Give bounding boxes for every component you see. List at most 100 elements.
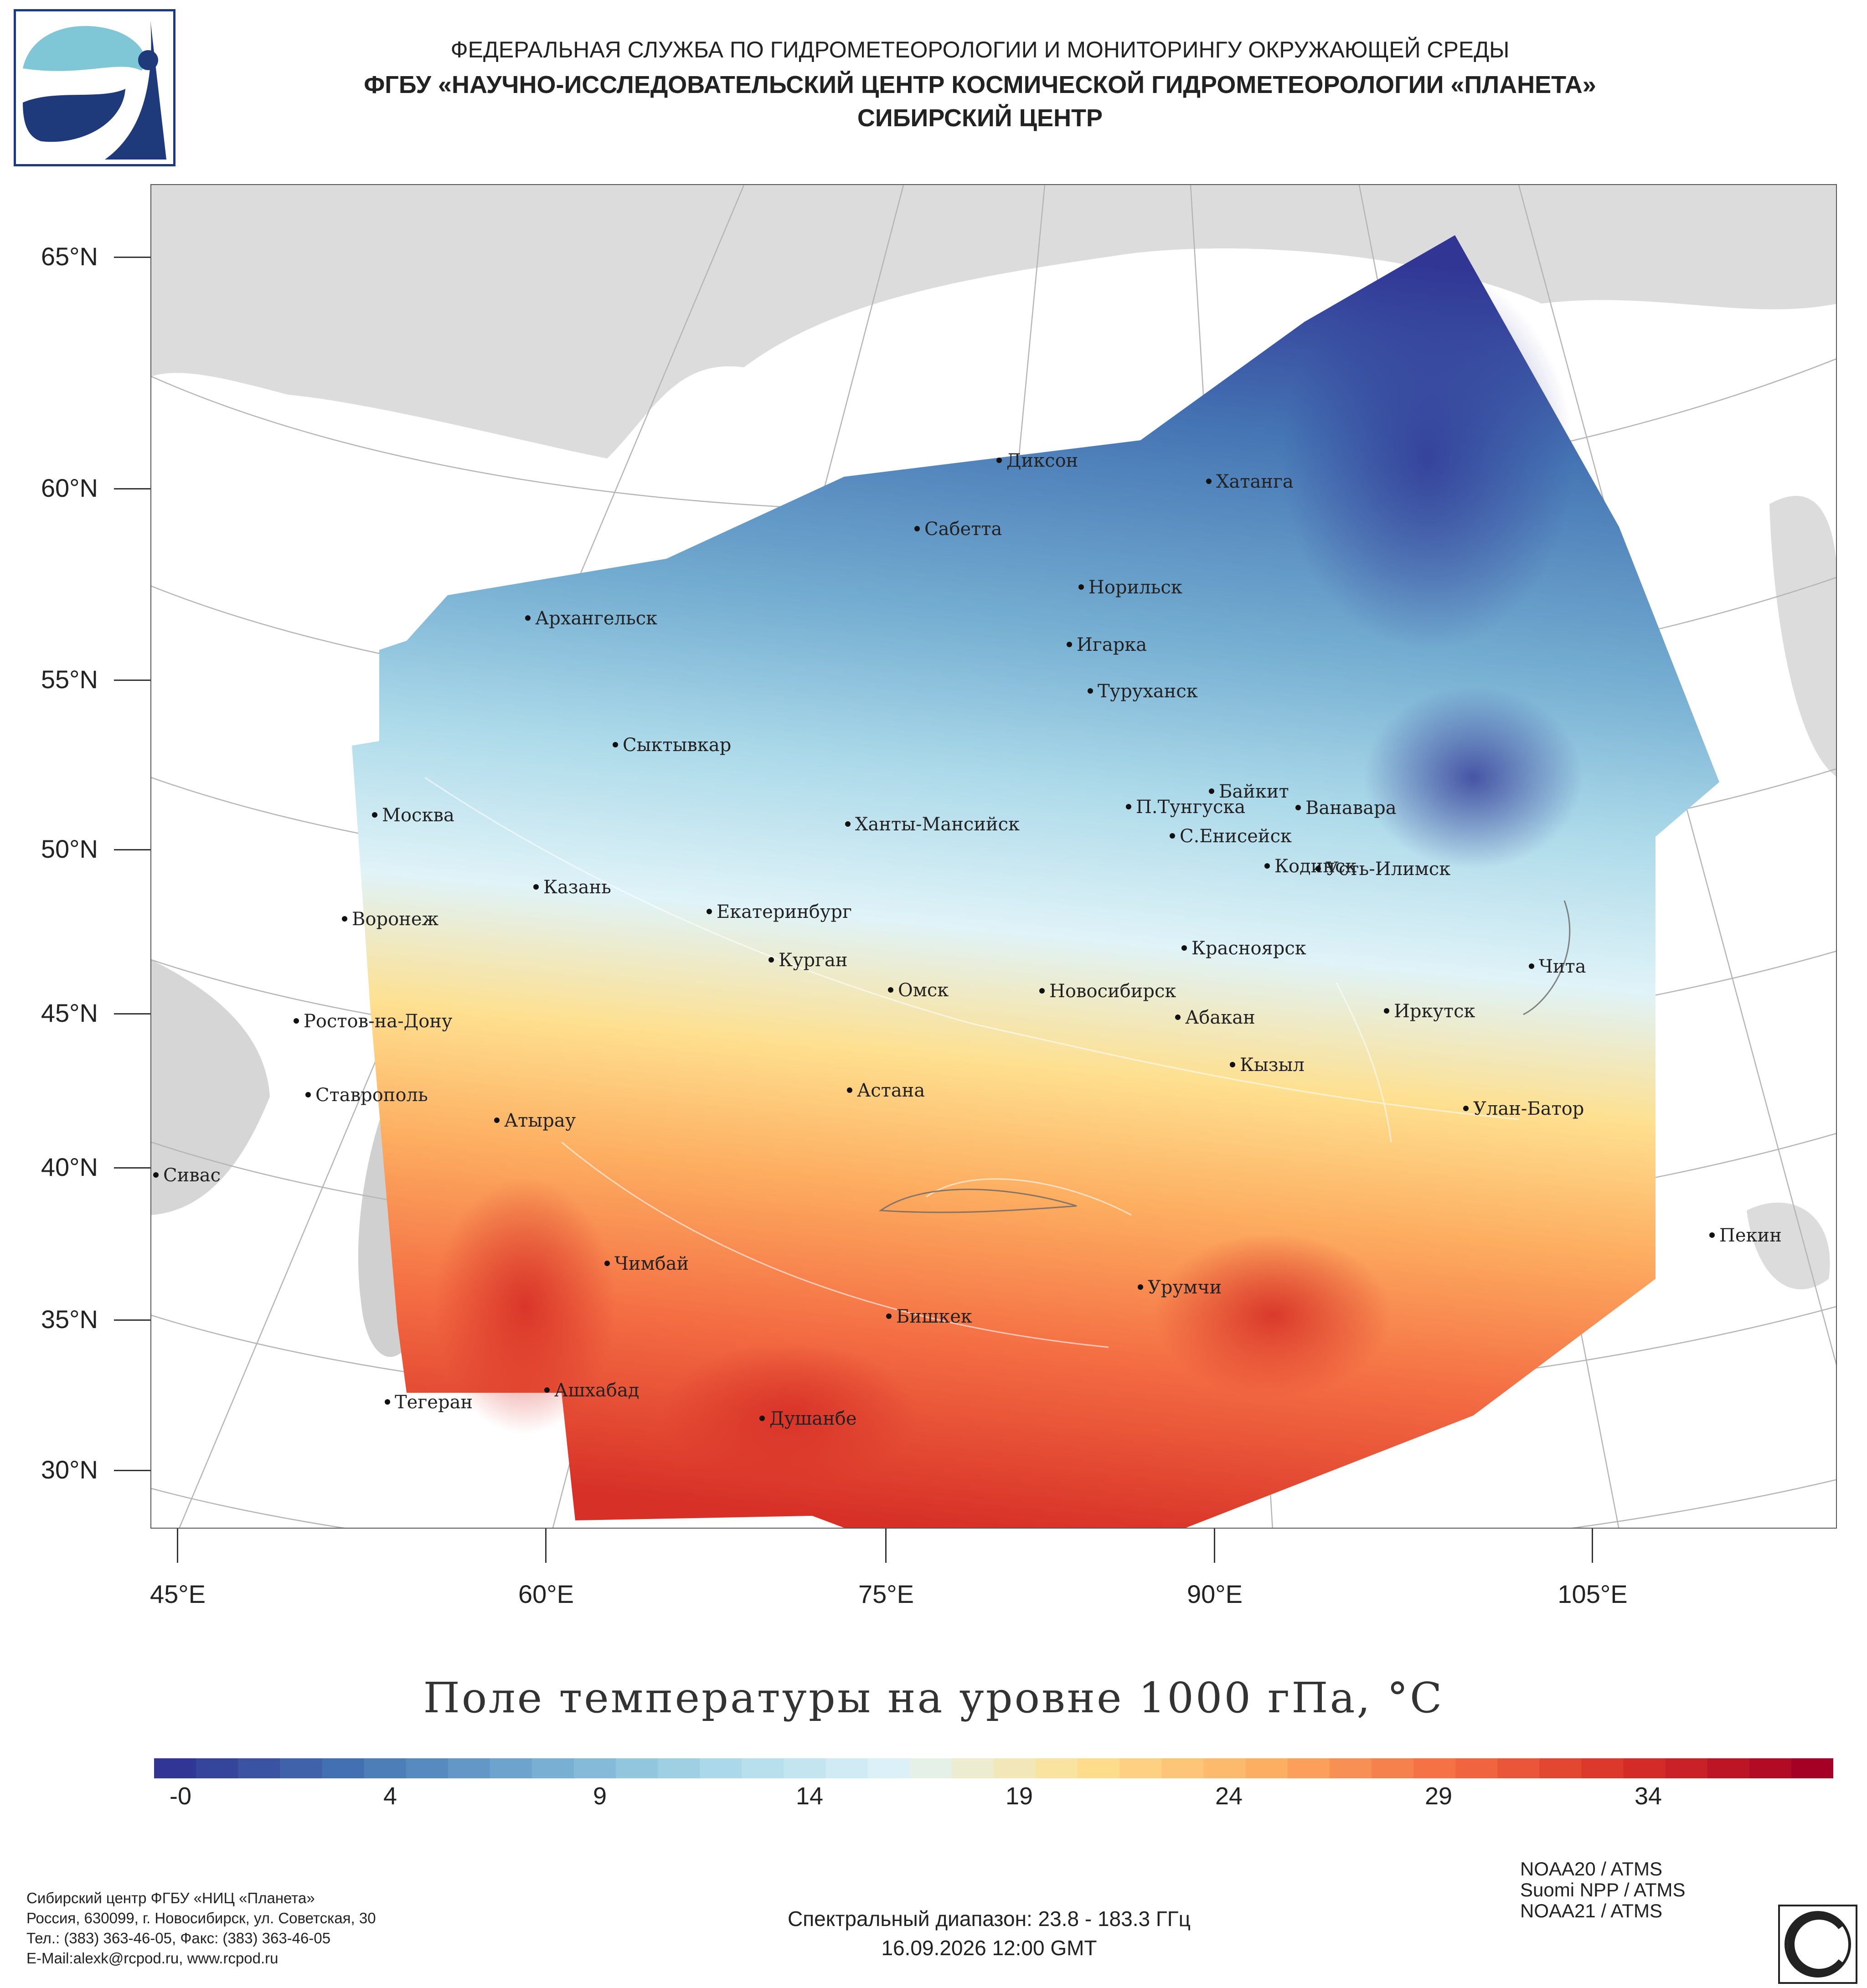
city-dot xyxy=(707,909,712,914)
city-label: Улан-Батор xyxy=(1473,1098,1584,1119)
temperature-map: Диксон Хатанга Сабетта Норильск Архангельск И… xyxy=(150,184,1837,1529)
org-address: Россия, 630099, г. Новосибирск, ул. Сове… xyxy=(26,1910,376,1926)
city-label: Чита xyxy=(1539,956,1586,977)
city-dot xyxy=(153,1172,159,1178)
colorbar-cell xyxy=(784,1758,826,1778)
city-label: Абакан xyxy=(1185,1007,1255,1028)
city-label: Ставрополь xyxy=(315,1085,428,1106)
city-dot xyxy=(305,1092,311,1097)
city-dot xyxy=(1078,584,1084,590)
colorbar xyxy=(154,1758,1833,1778)
colorbar-cell xyxy=(1371,1758,1414,1778)
city-label: Казань xyxy=(543,877,611,898)
city-dot xyxy=(1088,688,1093,694)
city-dot xyxy=(888,987,893,993)
lat-label-30: 30°N xyxy=(41,1455,98,1484)
city-label: Ашхабад xyxy=(554,1380,639,1401)
city-label: Туруханск xyxy=(1098,681,1198,702)
city-label: Тегеран xyxy=(395,1392,473,1413)
colorbar-cell xyxy=(1539,1758,1582,1778)
header-agency: ФЕДЕРАЛЬНАЯ СЛУЖБА ПО ГИДРОМЕТЕОРОЛОГИИ … xyxy=(450,37,1510,62)
organization-contacts: Сибирский центр ФГБУ «НИЦ «Планета» Росс… xyxy=(26,1888,376,1968)
satellite-item: Suomi NPP / ATMS xyxy=(1520,1879,1686,1900)
colorbar-cell xyxy=(742,1758,784,1778)
city-dot xyxy=(385,1399,390,1405)
city-dot xyxy=(525,615,531,621)
lat-tick xyxy=(114,680,150,681)
city-markers: Диксон Хатанга Сабетта Норильск Архангельск И… xyxy=(153,450,1782,1429)
city-label: Воронеж xyxy=(352,909,438,930)
city-label: Астана xyxy=(857,1080,925,1101)
city-label: Пекин xyxy=(1719,1225,1782,1246)
colorbar-label: 24 xyxy=(1215,1782,1243,1810)
city-label: Усть-Илимск xyxy=(1325,859,1450,880)
city-label: Диксон xyxy=(1006,450,1078,471)
colorbar-label: 19 xyxy=(1005,1782,1033,1810)
city-label: Кодинск xyxy=(1274,856,1356,877)
city-label: Красноярск xyxy=(1191,938,1306,959)
colorbar-cell xyxy=(1161,1758,1204,1778)
colorbar-cell xyxy=(364,1758,407,1778)
colorbar-cell xyxy=(909,1758,952,1778)
colorbar-cell xyxy=(1287,1758,1330,1778)
colorbar-cell xyxy=(322,1758,365,1778)
spectral-range: Спектральный диапазон: 23.8 - 183.3 ГГц xyxy=(787,1907,1191,1931)
colorbar-cell xyxy=(1665,1758,1708,1778)
city-dot xyxy=(845,821,851,827)
lon-label-45: 45°E xyxy=(150,1580,206,1608)
city-label: Кызыл xyxy=(1240,1055,1305,1076)
city-dot xyxy=(1384,1008,1389,1014)
city-dot xyxy=(372,812,377,818)
city-dot xyxy=(1529,963,1534,969)
city-label: Иркутск xyxy=(1394,1001,1475,1022)
colorbar-cell xyxy=(238,1758,280,1778)
city-dot xyxy=(1230,1062,1235,1067)
yellow-sea-land xyxy=(1747,1202,1830,1289)
city-label: Душанбе xyxy=(769,1408,857,1429)
lon-tick xyxy=(177,1529,178,1563)
city-dot xyxy=(604,1261,610,1266)
city-dot xyxy=(847,1087,852,1093)
city-label: Сабетта xyxy=(924,519,1002,540)
org-email: E-Mail:alexk@rcpod.ru, www.rcpod.ru xyxy=(26,1950,279,1967)
lat-tick xyxy=(114,257,150,258)
lon-label-75: 75°E xyxy=(858,1580,914,1608)
lat-tick xyxy=(114,488,150,489)
city-dot xyxy=(996,458,1002,463)
colorbar-cell xyxy=(1455,1758,1498,1778)
colorbar-cell xyxy=(1749,1758,1792,1778)
city-dot xyxy=(494,1118,500,1123)
planeta-logo xyxy=(14,9,175,166)
header-institute: ФГБУ «НАУЧНО-ИССЛЕДОВАТЕЛЬСКИЙ ЦЕНТР КОС… xyxy=(364,71,1596,98)
lat-label-60: 60°N xyxy=(41,474,98,502)
colorbar-cell xyxy=(1119,1758,1162,1778)
city-dot xyxy=(1206,479,1212,484)
city-dot xyxy=(1463,1106,1469,1111)
lon-label-105: 105°E xyxy=(1558,1580,1628,1608)
lat-label-50: 50°N xyxy=(41,834,98,863)
lon-label-90: 90°E xyxy=(1186,1580,1243,1608)
city-dot xyxy=(1170,833,1175,839)
satellite-item: NOAA21 / ATMS xyxy=(1520,1900,1662,1921)
org-name: Сибирский центр ФГБУ «НИЦ «Планета» xyxy=(26,1890,315,1906)
city-dot xyxy=(759,1416,765,1421)
city-label: Архангельск xyxy=(535,608,657,629)
lat-label-40: 40°N xyxy=(41,1153,98,1181)
colorbar-cell xyxy=(1623,1758,1666,1778)
colorbar-title: Поле температуры на уровне 1000 гПа, °C xyxy=(423,1674,1444,1722)
city-dot xyxy=(342,916,347,922)
city-label: Ванавара xyxy=(1305,798,1397,819)
city-dot xyxy=(1126,804,1131,809)
city-label: Омск xyxy=(898,980,949,1001)
city-label: Чимбай xyxy=(614,1253,689,1274)
colorbar-cell xyxy=(1245,1758,1288,1778)
lon-tick xyxy=(1214,1529,1215,1563)
lat-tick xyxy=(114,849,150,850)
east-land xyxy=(1769,496,1836,777)
colorbar-cell xyxy=(196,1758,238,1778)
observation-datetime: 16.09.2026 12:00 GMT xyxy=(881,1936,1097,1960)
colorbar-cell xyxy=(574,1758,616,1778)
city-label: П.Тунгуска xyxy=(1136,797,1245,818)
lat-tick xyxy=(114,1013,150,1015)
city-label: Москва xyxy=(382,805,454,826)
